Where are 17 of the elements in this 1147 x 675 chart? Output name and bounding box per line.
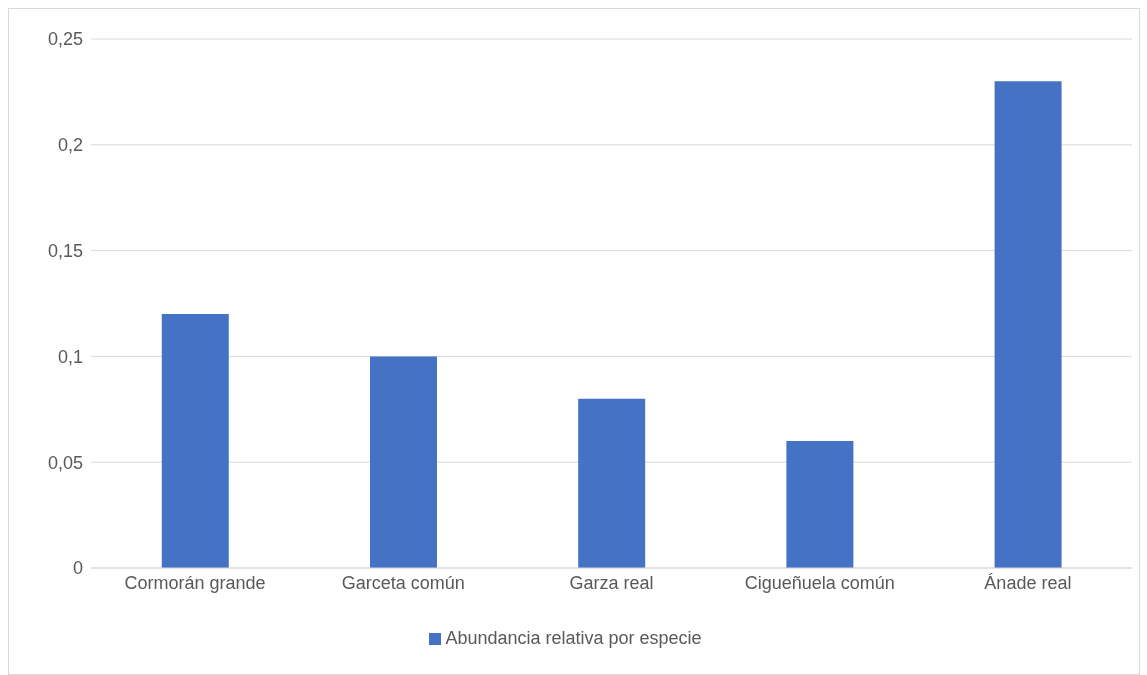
y-tick-label: 0,15 [47, 240, 83, 261]
x-tick-label: Ánade real [984, 572, 1072, 593]
y-tick-label: 0,05 [47, 452, 83, 473]
x-tick-label: Garceta común [341, 572, 465, 593]
bar [369, 356, 437, 568]
x-tick-label: Cormorán grande [124, 572, 266, 593]
legend-label: Abundancia relativa por especie [445, 628, 702, 648]
bar [578, 398, 646, 568]
y-tick-label: 0,1 [57, 346, 83, 367]
x-tick-label: Garza real [569, 572, 654, 593]
bar [786, 441, 854, 568]
bar [994, 81, 1062, 568]
x-tick-label: Cigueñuela común [744, 572, 895, 593]
y-tick-label: 0,2 [57, 135, 83, 156]
y-tick-label: 0,25 [47, 29, 83, 50]
y-tick-label: 0 [72, 558, 83, 579]
bar [161, 314, 229, 568]
